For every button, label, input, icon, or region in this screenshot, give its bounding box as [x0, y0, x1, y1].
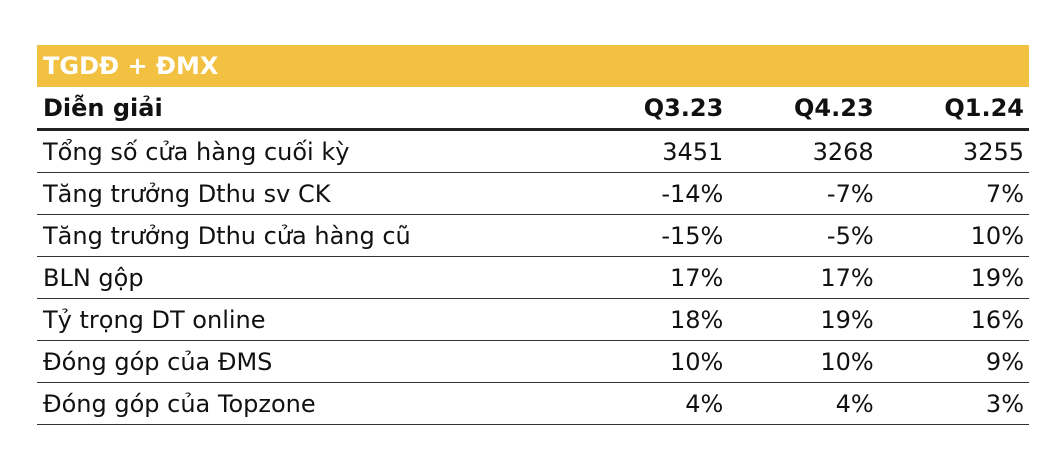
table-row: Tăng trưởng Dthu cửa hàng cũ -15% -5% 10% — [37, 214, 1029, 257]
table: Diễn giải Q3.23 Q4.23 Q1.24 Tổng số cửa hàn… — [37, 87, 1029, 425]
cell: 17% — [578, 256, 729, 299]
cell: 3% — [878, 382, 1029, 425]
row-label: Tổng số cửa hàng cuối kỳ — [37, 129, 578, 173]
header-row: Diễn giải Q3.23 Q4.23 Q1.24 — [37, 87, 1029, 131]
table-row: Đóng góp của ĐMS 10% 10% 9% — [37, 340, 1029, 383]
cell: 3451 — [578, 129, 729, 173]
cell: 7% — [878, 172, 1029, 215]
table-body: Tổng số cửa hàng cuối kỳ 3451 3268 3255 Tăng… — [37, 129, 1029, 425]
cell: 19% — [728, 298, 879, 341]
table-title: TGDĐ + ĐMX — [37, 45, 1029, 87]
cell: 18% — [578, 298, 729, 341]
row-label: Tỷ trọng DT online — [37, 298, 578, 341]
cell: 17% — [728, 256, 879, 299]
cell: 10% — [878, 214, 1029, 257]
table-head: Diễn giải Q3.23 Q4.23 Q1.24 — [37, 87, 1029, 131]
table-row: Đóng góp của Topzone 4% 4% 3% — [37, 382, 1029, 425]
cell: 3255 — [878, 129, 1029, 173]
row-label: BLN gộp — [37, 256, 578, 299]
cell: -7% — [728, 172, 879, 215]
cell: -5% — [728, 214, 879, 257]
cell: 19% — [878, 256, 1029, 299]
row-label: Đóng góp của ĐMS — [37, 340, 578, 383]
column-header: Diễn giải — [37, 87, 578, 131]
cell: 4% — [728, 382, 879, 425]
column-header: Q3.23 — [578, 87, 729, 131]
cell: 10% — [578, 340, 729, 383]
table-row: Tăng trưởng Dthu sv CK -14% -7% 7% — [37, 172, 1029, 215]
table-row: Tổng số cửa hàng cuối kỳ 3451 3268 3255 — [37, 129, 1029, 173]
row-label: Đóng góp của Topzone — [37, 382, 578, 425]
table-row: BLN gộp 17% 17% 19% — [37, 256, 1029, 299]
cell: 3268 — [728, 129, 879, 173]
column-header: Q4.23 — [728, 87, 879, 131]
cell: 10% — [728, 340, 879, 383]
cell: -14% — [578, 172, 729, 215]
row-label: Tăng trưởng Dthu cửa hàng cũ — [37, 214, 578, 257]
cell: 4% — [578, 382, 729, 425]
cell: 16% — [878, 298, 1029, 341]
row-label: Tăng trưởng Dthu sv CK — [37, 172, 578, 215]
column-header: Q1.24 — [878, 87, 1029, 131]
cell: -15% — [578, 214, 729, 257]
table-container: TGDĐ + ĐMX Diễn giải Q3.23 Q4.23 Q1.24 Tổng… — [37, 45, 1029, 425]
cell: 9% — [878, 340, 1029, 383]
table-row: Tỷ trọng DT online 18% 19% 16% — [37, 298, 1029, 341]
